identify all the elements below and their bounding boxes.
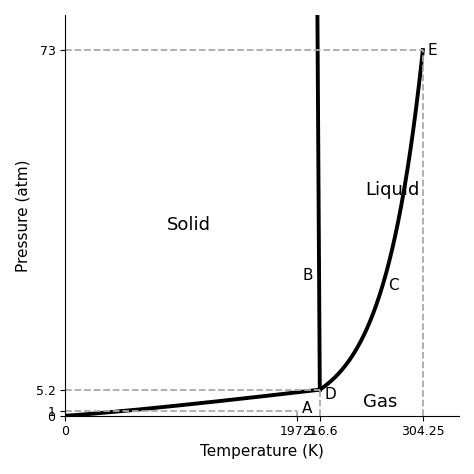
Text: D: D <box>325 387 336 401</box>
Y-axis label: Pressure (atm): Pressure (atm) <box>15 159 30 272</box>
Text: Gas: Gas <box>363 392 397 410</box>
Text: Solid: Solid <box>166 216 210 234</box>
Text: B: B <box>303 268 313 283</box>
X-axis label: Temperature (K): Temperature (K) <box>200 444 324 459</box>
Text: A: A <box>302 401 312 416</box>
Text: C: C <box>389 278 399 293</box>
Text: Liquid: Liquid <box>365 182 419 199</box>
Text: E: E <box>428 43 437 57</box>
